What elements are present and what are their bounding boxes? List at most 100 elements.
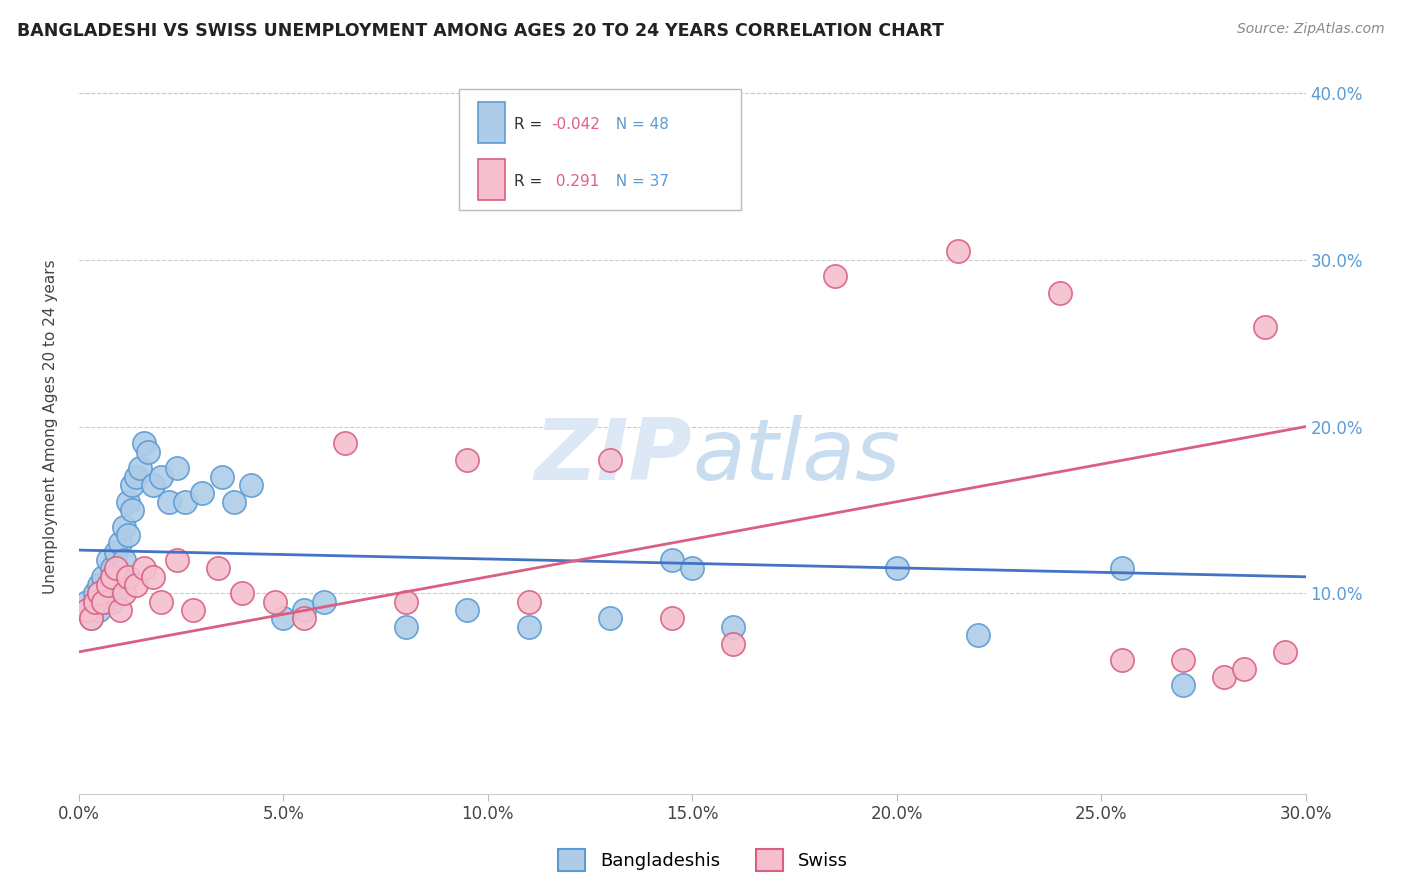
Point [314, 595, 336, 609]
Point [125, 469, 148, 483]
Point [76, 603, 98, 617]
Point [231, 586, 253, 600]
Point [190, 486, 212, 500]
Point [108, 570, 131, 584]
Point [886, 561, 908, 575]
Point [100, 561, 122, 575]
Point [117, 494, 139, 508]
Point [661, 611, 683, 625]
Point [333, 436, 356, 450]
Point [211, 469, 233, 483]
Point [112, 586, 135, 600]
FancyBboxPatch shape [478, 103, 505, 143]
Point [100, 595, 122, 609]
Point [117, 570, 139, 584]
Point [112, 520, 135, 534]
Point [76, 595, 98, 609]
Point [97, 553, 120, 567]
Point [721, 636, 744, 650]
Point [1274, 645, 1296, 659]
Point [395, 595, 418, 609]
Point [1049, 286, 1071, 301]
Point [89, 578, 111, 592]
Point [207, 561, 229, 575]
Point [183, 603, 205, 617]
Text: Source: ZipAtlas.com: Source: ZipAtlas.com [1237, 22, 1385, 37]
Legend: Bangladeshis, Swiss: Bangladeshis, Swiss [551, 842, 855, 879]
Point [166, 553, 188, 567]
Point [292, 611, 315, 625]
Point [149, 469, 172, 483]
Text: R =: R = [515, 117, 547, 132]
Point [456, 603, 478, 617]
Point [946, 244, 969, 259]
Point [117, 528, 139, 542]
Text: R =: R = [515, 174, 547, 189]
Point [599, 611, 621, 625]
Point [721, 620, 744, 634]
Point [89, 603, 111, 617]
Text: 0.291: 0.291 [551, 174, 599, 189]
Point [1253, 319, 1275, 334]
Point [1233, 661, 1256, 675]
Point [104, 561, 127, 575]
Point [80, 611, 103, 625]
Point [84, 595, 107, 609]
Point [967, 628, 990, 642]
Point [134, 561, 156, 575]
Point [112, 553, 135, 567]
Point [395, 620, 418, 634]
Point [174, 494, 197, 508]
FancyBboxPatch shape [478, 160, 505, 200]
Point [80, 611, 103, 625]
Point [93, 570, 115, 584]
Point [134, 436, 156, 450]
Point [1111, 561, 1133, 575]
Point [89, 586, 111, 600]
Point [108, 536, 131, 550]
Point [456, 453, 478, 467]
Text: N = 37: N = 37 [606, 174, 669, 189]
Point [129, 461, 152, 475]
Point [104, 545, 127, 559]
Text: N = 48: N = 48 [606, 117, 669, 132]
Point [100, 570, 122, 584]
Point [149, 595, 172, 609]
Point [517, 620, 540, 634]
Text: atlas: atlas [692, 415, 900, 498]
Text: ZIP: ZIP [534, 415, 692, 498]
Point [97, 586, 120, 600]
FancyBboxPatch shape [460, 89, 741, 211]
Point [824, 269, 846, 284]
Point [141, 478, 163, 492]
Text: BANGLADESHI VS SWISS UNEMPLOYMENT AMONG AGES 20 TO 24 YEARS CORRELATION CHART: BANGLADESHI VS SWISS UNEMPLOYMENT AMONG … [17, 22, 943, 40]
Point [599, 453, 621, 467]
Point [157, 494, 180, 508]
Y-axis label: Unemployment Among Ages 20 to 24 years: Unemployment Among Ages 20 to 24 years [44, 260, 58, 594]
Point [97, 578, 120, 592]
Point [292, 603, 315, 617]
Point [273, 611, 295, 625]
Point [239, 478, 262, 492]
Point [517, 595, 540, 609]
Point [108, 603, 131, 617]
Point [1111, 653, 1133, 667]
Point [104, 586, 127, 600]
Point [141, 570, 163, 584]
Point [224, 494, 246, 508]
Point [93, 595, 115, 609]
Point [166, 461, 188, 475]
Point [125, 578, 148, 592]
Point [661, 553, 683, 567]
Point [121, 478, 143, 492]
Point [681, 561, 703, 575]
Point [1171, 653, 1194, 667]
Point [84, 586, 107, 600]
Text: -0.042: -0.042 [551, 117, 600, 132]
Point [264, 595, 287, 609]
Point [121, 503, 143, 517]
Point [1212, 670, 1234, 684]
Point [1171, 678, 1194, 692]
Point [93, 595, 115, 609]
Point [138, 444, 160, 458]
